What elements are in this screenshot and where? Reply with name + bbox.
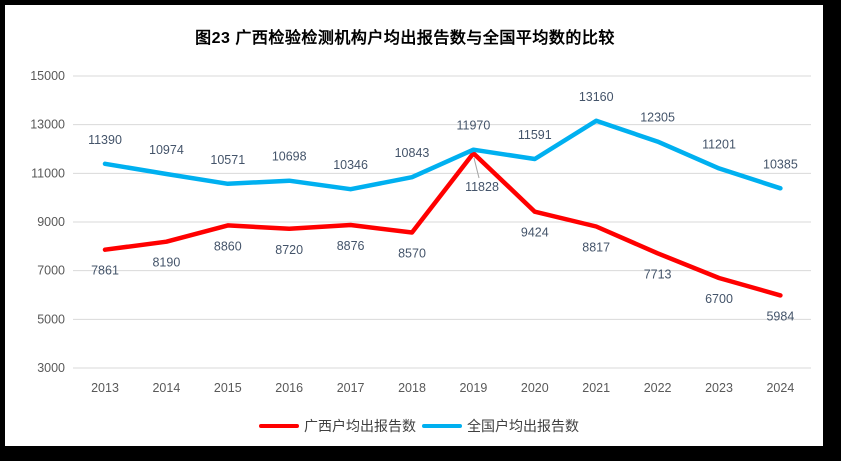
data-label: 8817 bbox=[582, 240, 610, 254]
data-label: 10571 bbox=[210, 153, 245, 167]
x-axis-tick-label: 2019 bbox=[459, 381, 487, 395]
y-axis-tick-label: 7000 bbox=[37, 264, 65, 278]
series-line-1 bbox=[102, 118, 783, 192]
legend-label-national: 全国户均出报告数 bbox=[467, 418, 579, 434]
x-axis-tick-label: 2022 bbox=[644, 381, 672, 395]
data-label: 11591 bbox=[518, 128, 552, 142]
data-label: 11390 bbox=[88, 133, 122, 147]
data-label: 6700 bbox=[705, 292, 733, 306]
y-axis-tick-label: 9000 bbox=[37, 215, 65, 229]
data-label: 13160 bbox=[579, 90, 614, 104]
data-label: 11201 bbox=[702, 137, 736, 151]
chart-legend: 广西户均出报告数 全国户均出报告数 bbox=[10, 416, 828, 436]
label-leader-line bbox=[473, 157, 480, 179]
y-axis-tick-label: 5000 bbox=[37, 312, 65, 326]
legend-line-red-icon bbox=[259, 424, 299, 428]
data-label: 9424 bbox=[521, 226, 549, 240]
x-axis-tick-label: 2021 bbox=[582, 381, 610, 395]
x-axis-tick-label: 2017 bbox=[337, 381, 365, 395]
data-label: 8190 bbox=[152, 256, 180, 270]
x-axis-tick-label: 2024 bbox=[766, 381, 794, 395]
x-axis-tick-label: 2016 bbox=[275, 381, 303, 395]
y-axis-tick-label: 13000 bbox=[30, 118, 65, 132]
data-label: 11828 bbox=[465, 180, 499, 194]
data-label: 5984 bbox=[766, 309, 794, 323]
data-label: 7713 bbox=[644, 267, 672, 281]
data-label: 10843 bbox=[395, 146, 430, 160]
x-axis-tick-label: 2013 bbox=[91, 381, 119, 395]
data-label: 7861 bbox=[91, 264, 119, 278]
data-label: 10698 bbox=[272, 150, 307, 164]
data-label: 10346 bbox=[333, 158, 368, 172]
x-axis-tick-label: 2023 bbox=[705, 381, 733, 395]
data-label: 12305 bbox=[640, 111, 675, 125]
x-axis-tick-label: 2015 bbox=[214, 381, 242, 395]
chart-canvas: 图23 广西检验检测机构户均出报告数与全国平均数的比较 3000 5000 7000… bbox=[5, 5, 823, 446]
legend-item-national: 全国户均出报告数 bbox=[422, 416, 579, 436]
data-label: 8720 bbox=[275, 243, 303, 257]
series-line-0 bbox=[102, 150, 783, 298]
legend-line-blue-icon bbox=[422, 424, 462, 428]
legend-label-guangxi: 广西户均出报告数 bbox=[304, 418, 416, 434]
data-label: 11970 bbox=[456, 119, 490, 133]
data-label: 10385 bbox=[763, 157, 798, 171]
data-label: 8570 bbox=[398, 246, 426, 260]
y-axis-tick-label: 15000 bbox=[30, 69, 65, 83]
data-label: 10974 bbox=[149, 143, 184, 157]
x-axis-tick-label: 2018 bbox=[398, 381, 426, 395]
chart-title: 图23 广西检验检测机构户均出报告数与全国平均数的比较 bbox=[195, 30, 615, 47]
y-axis-tick-label: 3000 bbox=[37, 361, 65, 375]
data-label: 8876 bbox=[337, 239, 365, 253]
line-chart: 3000 5000 7000 9000 11000 13000 15000 2013 2014 2… bbox=[30, 69, 811, 395]
legend-item-guangxi: 广西户均出报告数 bbox=[259, 416, 416, 436]
x-axis-tick-label: 2020 bbox=[521, 381, 549, 395]
x-axis-tick-label: 2014 bbox=[152, 381, 180, 395]
y-axis-tick-label: 11000 bbox=[31, 166, 65, 180]
data-label: 8860 bbox=[214, 239, 242, 253]
